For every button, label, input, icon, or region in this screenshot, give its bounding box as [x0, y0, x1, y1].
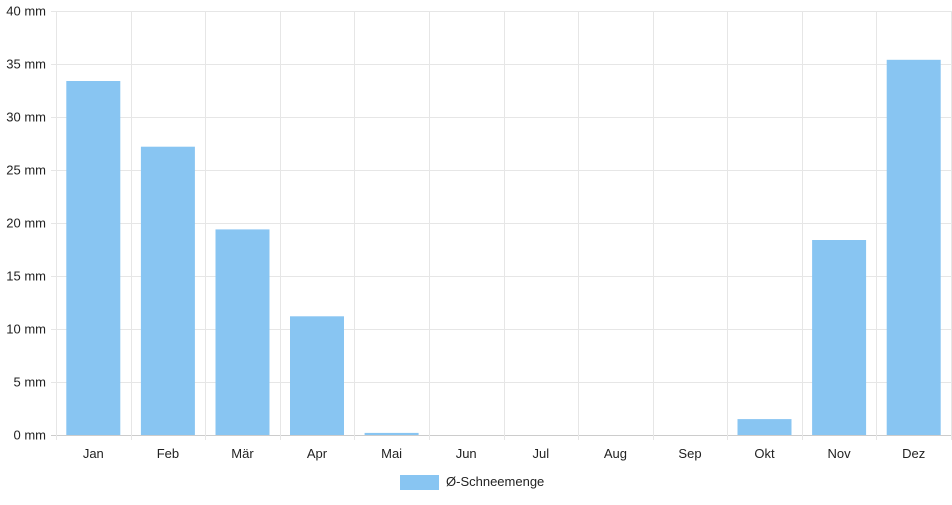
x-tick-label: Apr [307, 446, 328, 461]
x-tick-label: Jun [456, 446, 477, 461]
x-tick-label: Nov [828, 446, 852, 461]
y-tick-label: 10 mm [6, 322, 46, 337]
y-tick-label: 40 mm [6, 4, 46, 19]
bars [66, 59, 941, 436]
y-tick-label: 5 mm [14, 375, 47, 390]
y-tick-label: 35 mm [6, 57, 46, 72]
x-tick-label: Mai [381, 446, 402, 461]
y-tick-label: 15 mm [6, 269, 46, 284]
bar-nov[interactable] [812, 240, 867, 435]
x-tick-label: Aug [604, 446, 627, 461]
x-tick-label: Okt [754, 446, 775, 461]
x-tick-label: Feb [157, 446, 179, 461]
y-tick-label: 20 mm [6, 216, 46, 231]
x-tick-label: Jul [532, 446, 549, 461]
x-tick-label: Jan [83, 446, 104, 461]
axes: 0 mm 5 mm 10 mm 15 mm 20 mm 25 mm 30 mm 35 mm 40… [6, 4, 925, 462]
y-tick-label: 0 mm [14, 428, 47, 443]
x-tick-label: Dez [902, 446, 925, 461]
bar-mär[interactable] [215, 229, 270, 435]
x-tick-label: Sep [678, 446, 701, 461]
legend-label: Ø-Schneemenge [446, 474, 544, 489]
legend[interactable]: Ø-Schneemenge [400, 474, 544, 490]
y-tick-label: 30 mm [6, 110, 46, 125]
bar-apr[interactable] [290, 316, 344, 435]
bar-dez[interactable] [886, 59, 941, 436]
legend-swatch [400, 475, 439, 490]
x-tick-label: Mär [231, 446, 254, 461]
bar-jan[interactable] [66, 81, 121, 435]
bar-okt[interactable] [737, 419, 792, 435]
y-tick-label: 25 mm [6, 163, 46, 178]
bar-mai[interactable] [364, 432, 419, 435]
bar-feb[interactable] [140, 146, 195, 435]
